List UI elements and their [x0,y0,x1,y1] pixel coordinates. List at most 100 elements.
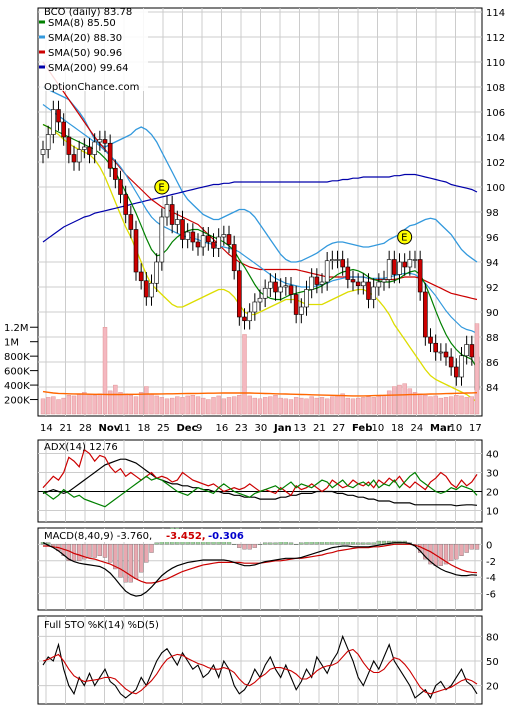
adx-series-line [42,471,478,508]
volume-bar [335,395,340,415]
price-tick-label: 96 [486,233,499,244]
price-tick-label: 84 [486,383,499,394]
volume-marks [40,323,480,415]
price-tick-label: 88 [486,333,499,344]
candle-up [324,260,330,283]
volume-bar [252,397,258,415]
macd-histogram-bar [443,544,449,565]
volume-bar [221,398,227,415]
candle-down [293,294,299,315]
macd-histogram-bar [252,544,257,548]
macd-histogram-bar [371,542,376,545]
volume-bar [51,396,56,415]
macd-histogram-bar [154,542,159,545]
adx-series-line [42,458,478,507]
candle-down [138,271,144,282]
candle-up [376,281,382,288]
sma200-line [42,173,478,243]
macd-histogram-bar [102,544,108,558]
legend-entry: SMA(8) 85.50 [48,18,116,29]
price-tick-label: 110 [486,58,505,69]
candle-up [304,289,309,308]
stochastic-y-axis: 20 50 80 [486,632,499,692]
x-tick-label: 25 [157,423,170,434]
volume-bar [459,395,464,415]
volume-tick-label: 400K [4,381,30,392]
candle-up [97,139,103,143]
volume-bar [169,397,175,415]
volume-bar [82,392,87,415]
candle-down [443,351,449,358]
candle-up [216,236,221,249]
candle-down [340,259,345,268]
candle-up [40,149,46,155]
candle-down [211,241,216,249]
price-tick-label: 108 [486,83,505,94]
volume-bar [154,395,159,415]
x-tick-label: 9 [196,423,202,434]
volume-bar [211,397,216,415]
earnings-marker-label: E [158,183,164,194]
volume-tick-label: 1M [4,338,19,349]
candle-up [252,301,258,313]
candle-up [76,149,82,163]
candle-down [66,136,72,155]
candle-up [283,285,289,288]
volume-bar [195,396,201,415]
bollinger-upper-line [42,86,478,263]
x-tick-label: 10 [372,423,385,434]
candle-down [206,235,211,243]
x-tick-label: 24 [411,423,424,434]
volume-bar [97,393,103,415]
candle-up [335,259,340,261]
candle-up [438,351,444,354]
price-legend: BCO (daily) 83.78 OptionChance.com SMA(8) … [39,7,148,93]
volume-bar [138,392,144,415]
macd-histogram-bar [108,544,113,563]
volume-bar [454,395,459,415]
candle-up [361,281,366,287]
volume-bar [361,397,366,415]
volume-bar [231,396,237,415]
panel-tick-label: -4 [486,573,496,584]
volume-bar [340,393,345,415]
watermark: OptionChance.com [44,82,139,93]
price-tick-label: 92 [486,283,499,294]
volume-bar [314,397,320,415]
candle-down [107,142,113,169]
volume-bar [128,395,134,415]
price-panel: 84 86 88 90 92 94 96 98 100 102 104 106 108 110 112 114… [4,7,505,417]
candle-down [314,276,320,285]
candle-down [242,316,247,322]
x-tick-label: 23 [235,423,248,434]
macd-histogram-bar [257,544,263,545]
volume-bar [185,395,190,415]
volume-bar [71,395,77,415]
x-tick-label: 11 [118,423,131,434]
price-tick-label: 114 [486,8,505,19]
volume-tick-label: 1.2M [4,323,29,334]
volume-bar [268,396,273,415]
macd-histogram-bar [376,540,381,545]
candle-down [433,342,438,353]
volume-bar [412,392,418,415]
candle-up [164,204,170,218]
candle-up [381,279,387,283]
macd-histogram-bar [474,544,480,550]
panel-tick-label: 80 [486,632,499,643]
volume-bar [45,397,51,415]
volume-bar [448,396,454,415]
x-tick-label: Dec [177,423,198,434]
volume-bar [164,398,170,415]
volume-bar [262,397,268,415]
volume-bar [309,396,314,415]
candle-up [247,311,252,322]
x-tick-label: 18 [138,423,151,434]
candle-up [82,146,87,150]
x-tick-label: 10 [450,423,463,434]
macd-histogram-bar [464,544,469,553]
x-tick-label: 18 [391,423,404,434]
volume-bar [464,397,469,415]
macd-histogram-bar [449,544,454,561]
